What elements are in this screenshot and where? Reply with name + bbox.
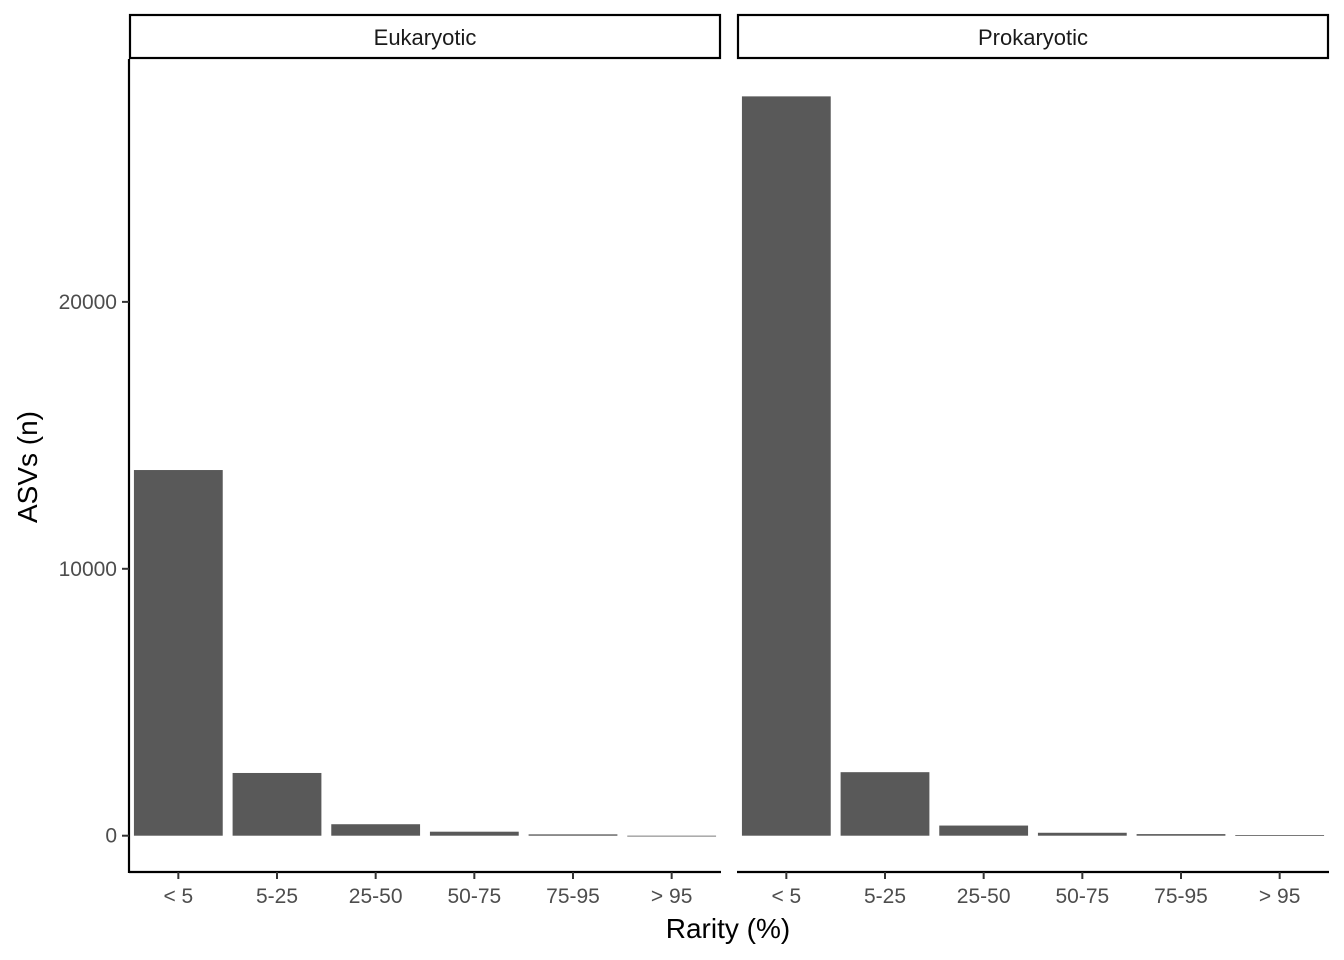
- bar-0-2: [331, 824, 421, 836]
- bar-0-0: [133, 470, 223, 836]
- x-tick-label: 75-95: [1154, 885, 1208, 908]
- x-tick-label: < 5: [771, 885, 801, 908]
- facet-panel-0: Eukaryotic < 5 5-25 25-50 50-75 75-95 > 95: [128, 13, 722, 908]
- x-tick-label: 50-75: [447, 885, 501, 908]
- bar-0-1: [232, 772, 322, 836]
- facet-strip-label: Prokaryotic: [978, 25, 1088, 50]
- x-tick-label: > 95: [1259, 885, 1300, 908]
- x-tick-label: 5-25: [864, 885, 906, 908]
- facet-strip-label: Eukaryotic: [374, 25, 477, 50]
- x-tick-label: 25-50: [957, 885, 1011, 908]
- bar-1-3: [1037, 832, 1127, 836]
- bar-1-0: [741, 96, 831, 836]
- bar-1-4: [1136, 834, 1226, 836]
- bar-0-3: [429, 831, 519, 836]
- x-tick-label: 50-75: [1055, 885, 1109, 908]
- y-axis-title: ASVs (n): [12, 411, 43, 523]
- facet-strip: [736, 13, 1330, 60]
- y-tick-label: 20000: [59, 291, 117, 314]
- bar-1-2: [939, 825, 1029, 836]
- x-tick-label: < 5: [163, 885, 193, 908]
- bar-1-1: [840, 772, 930, 836]
- facet-strip: [128, 13, 722, 60]
- y-tick-label: 10000: [59, 558, 117, 581]
- bar-0-4: [528, 834, 618, 836]
- x-tick-label: > 95: [651, 885, 692, 908]
- x-tick-label: 75-95: [546, 885, 600, 908]
- facet-panel-1: Prokaryotic < 5 5-25 25-50 50-75 75-95 > 95: [736, 13, 1330, 908]
- y-tick-label: 0: [105, 825, 117, 848]
- bar-1-5: [1235, 835, 1325, 836]
- bar-0-5: [627, 835, 717, 837]
- x-tick-label: 25-50: [349, 885, 403, 908]
- y-axis: 0 10000 20000: [59, 59, 131, 873]
- x-axis-title: Rarity (%): [666, 913, 790, 944]
- facet-panels: Eukaryotic< 5 5-25 25-50 50-75 75-95 > 95Prok…: [128, 13, 1330, 908]
- x-tick-label: 5-25: [256, 885, 298, 908]
